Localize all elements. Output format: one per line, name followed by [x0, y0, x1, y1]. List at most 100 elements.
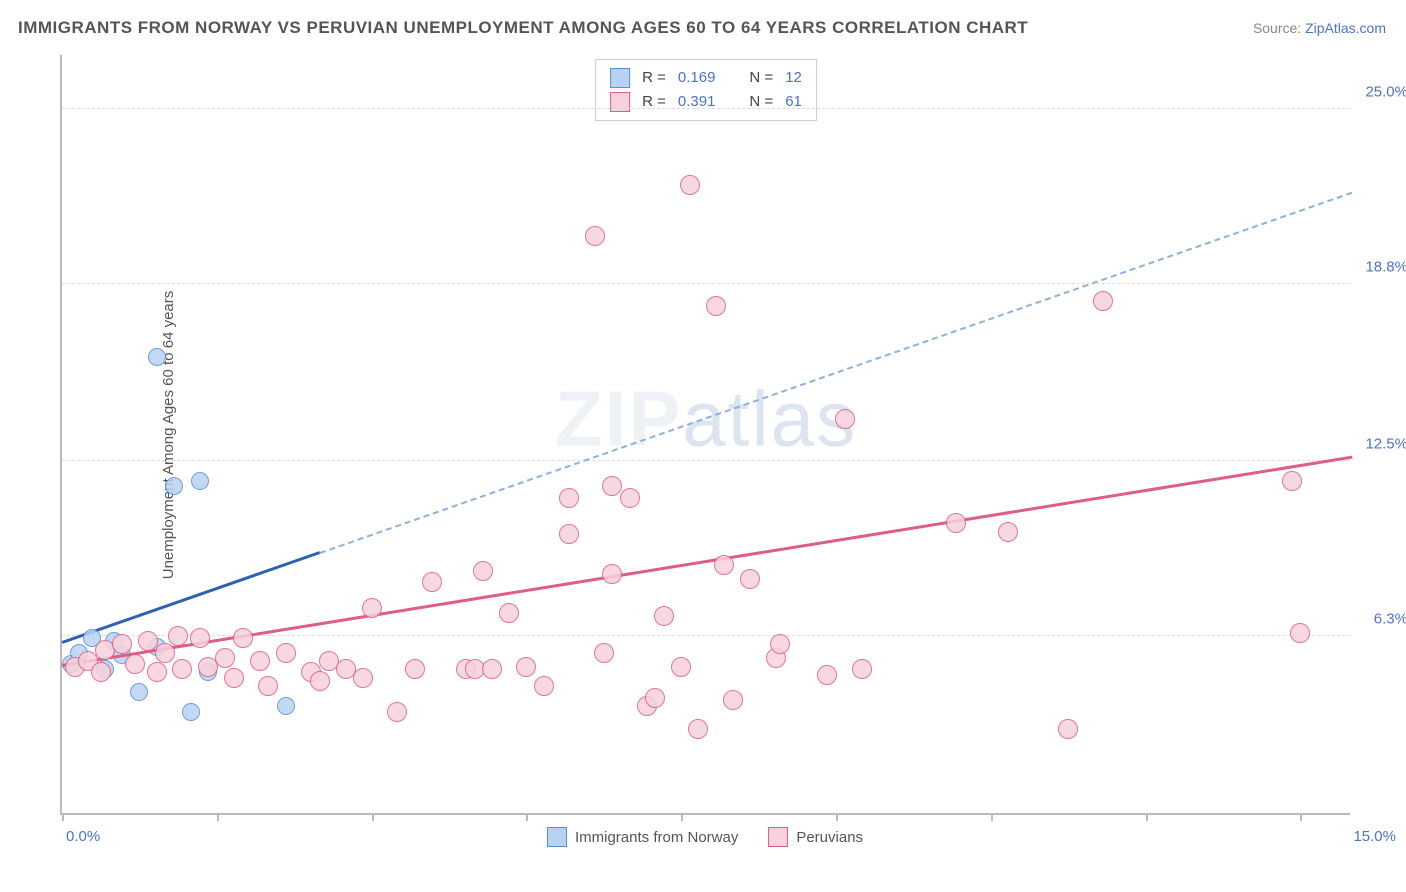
- stats-row-norway: R = 0.169 N = 12: [610, 66, 802, 90]
- data-point-peruvian: [310, 671, 330, 691]
- data-point-peruvian: [723, 690, 743, 710]
- data-point-peruvian: [190, 628, 210, 648]
- data-point-peruvian: [1290, 623, 1310, 643]
- gridline: [62, 283, 1350, 284]
- data-point-norway: [277, 697, 295, 715]
- data-point-peruvian: [168, 626, 188, 646]
- source-link[interactable]: ZipAtlas.com: [1305, 20, 1386, 36]
- data-point-peruvian: [998, 522, 1018, 542]
- data-point-peruvian: [172, 659, 192, 679]
- x-axis-min-label: 0.0%: [66, 828, 100, 845]
- data-point-peruvian: [473, 561, 493, 581]
- legend-item-peruvian: Peruvians: [768, 827, 863, 847]
- data-point-peruvian: [147, 662, 167, 682]
- data-point-peruvian: [706, 296, 726, 316]
- y-tick-label: 25.0%: [1356, 84, 1406, 101]
- trend-line-dashed-norway: [320, 192, 1353, 554]
- data-point-peruvian: [602, 564, 622, 584]
- data-point-peruvian: [620, 488, 640, 508]
- data-point-peruvian: [585, 226, 605, 246]
- legend-item-norway: Immigrants from Norway: [547, 827, 738, 847]
- data-point-peruvian: [405, 659, 425, 679]
- y-tick-label: 12.5%: [1356, 436, 1406, 453]
- data-point-peruvian: [680, 175, 700, 195]
- y-tick-label: 18.8%: [1356, 258, 1406, 275]
- data-point-peruvian: [250, 651, 270, 671]
- swatch-norway: [610, 68, 630, 88]
- data-point-peruvian: [276, 643, 296, 663]
- plot-wrap: Unemployment Among Ages 60 to 64 years Z…: [60, 55, 1350, 815]
- data-point-norway: [191, 472, 209, 490]
- data-point-peruvian: [516, 657, 536, 677]
- data-point-peruvian: [1093, 291, 1113, 311]
- data-point-peruvian: [422, 572, 442, 592]
- r-label: R =: [642, 90, 666, 114]
- data-point-peruvian: [654, 606, 674, 626]
- x-axis-max-label: 15.0%: [1353, 828, 1396, 845]
- n-label: N =: [749, 90, 773, 114]
- source-prefix: Source:: [1253, 20, 1305, 36]
- data-point-norway: [148, 348, 166, 366]
- data-point-peruvian: [387, 702, 407, 722]
- data-point-norway: [130, 683, 148, 701]
- data-point-peruvian: [740, 569, 760, 589]
- x-tick: [681, 813, 683, 821]
- chart-title: IMMIGRANTS FROM NORWAY VS PERUVIAN UNEMP…: [18, 18, 1028, 38]
- data-point-norway: [165, 477, 183, 495]
- data-point-peruvian: [671, 657, 691, 677]
- data-point-peruvian: [946, 513, 966, 533]
- x-tick: [526, 813, 528, 821]
- x-tick: [372, 813, 374, 821]
- swatch-norway: [547, 827, 567, 847]
- gridline: [62, 460, 1350, 461]
- data-point-norway: [182, 703, 200, 721]
- data-point-peruvian: [258, 676, 278, 696]
- data-point-peruvian: [233, 628, 253, 648]
- data-point-peruvian: [1058, 719, 1078, 739]
- bottom-legend: Immigrants from Norway Peruvians: [547, 827, 863, 847]
- source-attribution: Source: ZipAtlas.com: [1253, 20, 1386, 36]
- r-label: R =: [642, 66, 666, 90]
- legend-label: Immigrants from Norway: [575, 829, 738, 846]
- data-point-peruvian: [112, 634, 132, 654]
- data-point-peruvian: [688, 719, 708, 739]
- r-value: 0.169: [678, 66, 716, 90]
- data-point-peruvian: [353, 668, 373, 688]
- data-point-peruvian: [714, 555, 734, 575]
- stats-row-peruvian: R = 0.391 N = 61: [610, 90, 802, 114]
- x-tick: [1146, 813, 1148, 821]
- data-point-peruvian: [215, 648, 235, 668]
- x-tick: [836, 813, 838, 821]
- n-value: 61: [785, 90, 802, 114]
- data-point-peruvian: [1282, 471, 1302, 491]
- legend-label: Peruvians: [796, 829, 863, 846]
- data-point-peruvian: [594, 643, 614, 663]
- data-point-peruvian: [645, 688, 665, 708]
- x-tick: [1300, 813, 1302, 821]
- n-value: 12: [785, 66, 802, 90]
- data-point-peruvian: [125, 654, 145, 674]
- plot-area: ZIPatlas R = 0.169 N = 12 R = 0.391 N =: [60, 55, 1350, 815]
- data-point-peruvian: [817, 665, 837, 685]
- n-label: N =: [749, 66, 773, 90]
- data-point-peruvian: [852, 659, 872, 679]
- data-point-peruvian: [835, 409, 855, 429]
- x-tick: [62, 813, 64, 821]
- stats-legend-box: R = 0.169 N = 12 R = 0.391 N = 61: [595, 59, 817, 121]
- x-tick: [217, 813, 219, 821]
- chart-container: IMMIGRANTS FROM NORWAY VS PERUVIAN UNEMP…: [0, 0, 1406, 892]
- r-value: 0.391: [678, 90, 716, 114]
- data-point-peruvian: [155, 643, 175, 663]
- data-point-peruvian: [770, 634, 790, 654]
- data-point-peruvian: [362, 598, 382, 618]
- data-point-peruvian: [91, 662, 111, 682]
- data-point-peruvian: [499, 603, 519, 623]
- x-tick: [991, 813, 993, 821]
- data-point-peruvian: [224, 668, 244, 688]
- swatch-peruvian: [768, 827, 788, 847]
- data-point-peruvian: [482, 659, 502, 679]
- data-point-peruvian: [559, 488, 579, 508]
- data-point-peruvian: [534, 676, 554, 696]
- data-point-peruvian: [559, 524, 579, 544]
- y-tick-label: 6.3%: [1356, 610, 1406, 627]
